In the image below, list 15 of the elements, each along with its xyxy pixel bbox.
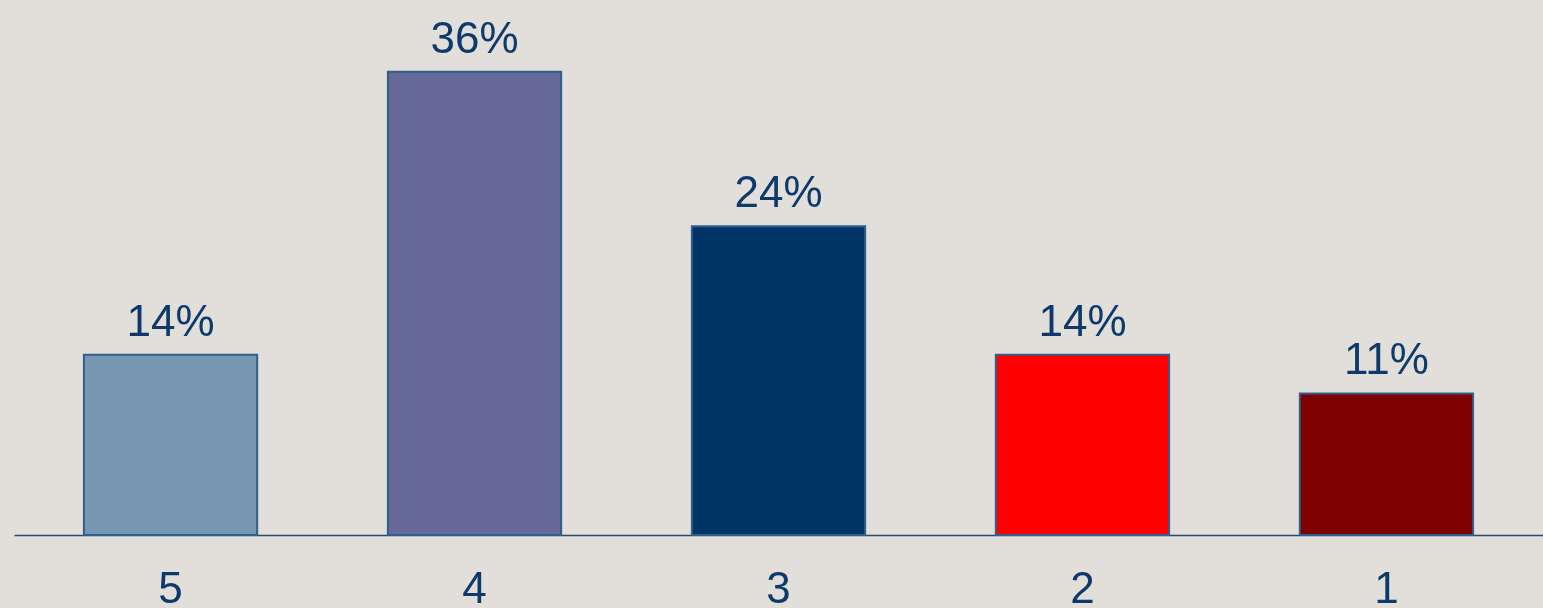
x-tick-label: 2 bbox=[1070, 562, 1095, 608]
bar bbox=[690, 225, 867, 536]
x-tick-label: 3 bbox=[766, 562, 791, 608]
data-label: 24% bbox=[734, 167, 823, 217]
data-label: 11% bbox=[1344, 334, 1429, 384]
x-tick-label: 1 bbox=[1374, 562, 1399, 608]
x-tick-label: 4 bbox=[462, 562, 487, 608]
bar bbox=[994, 353, 1171, 536]
bar bbox=[82, 353, 259, 536]
bar bbox=[1298, 392, 1475, 536]
data-label: 14% bbox=[126, 295, 215, 345]
bar bbox=[386, 70, 563, 536]
x-tick-label: 5 bbox=[158, 562, 183, 608]
data-label: 36% bbox=[430, 12, 519, 62]
data-label: 14% bbox=[1038, 295, 1127, 345]
